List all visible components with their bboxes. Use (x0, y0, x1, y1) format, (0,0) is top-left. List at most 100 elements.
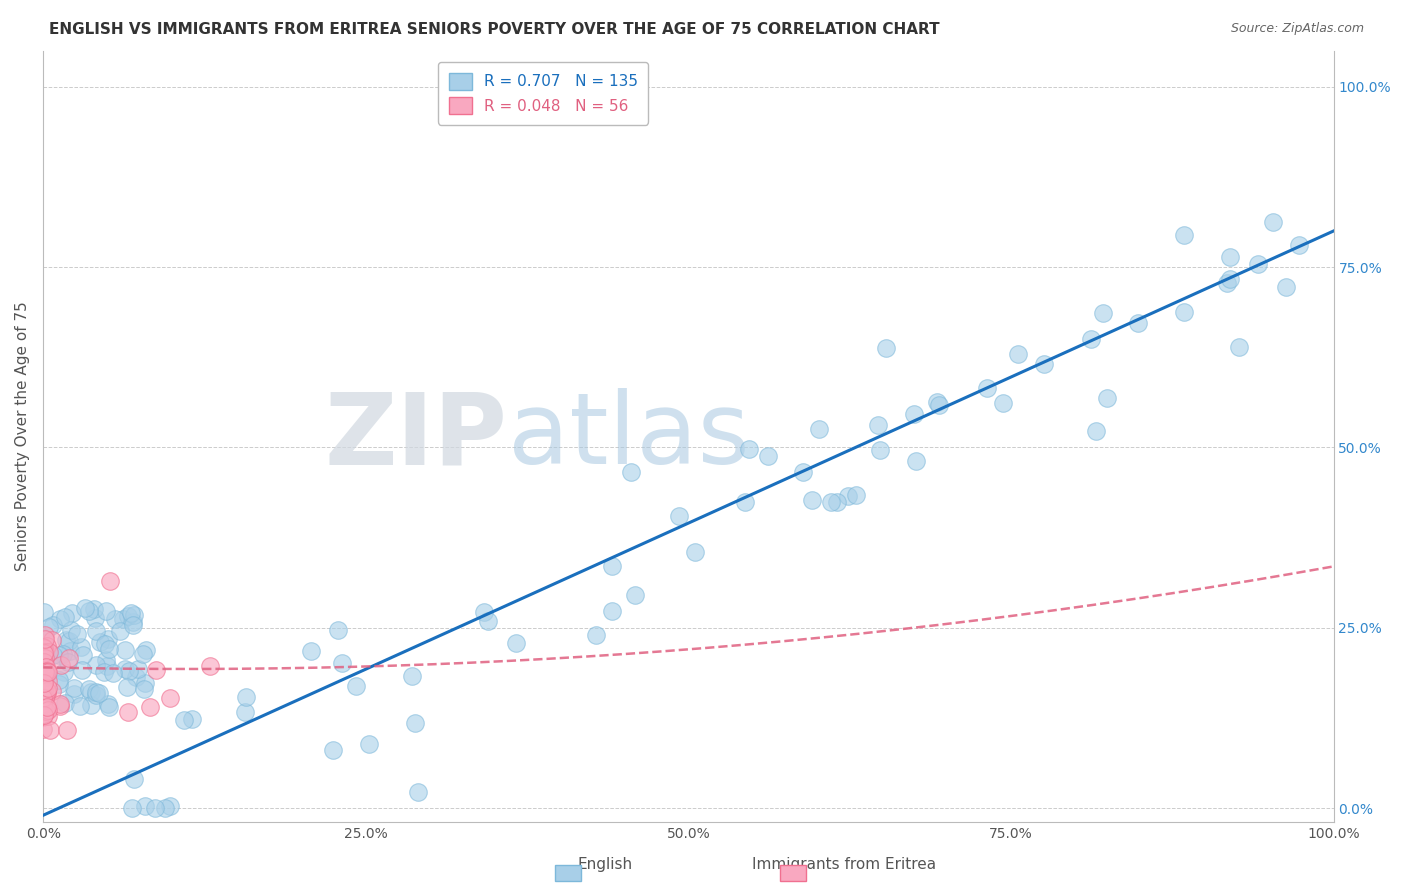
Point (94, 604, 117, 618)
Point (1275, 279, 1298, 293)
Point (94, 637, 117, 651)
Point (35, 685, 58, 699)
Point (406, 784, 429, 798)
Point (159, 691, 181, 706)
Point (56, 655, 79, 669)
Point (1247, 257, 1270, 271)
Point (37, 673, 59, 688)
Point (32, 693, 55, 707)
Point (903, 407, 925, 421)
Point (34, 628, 56, 642)
Point (80, 685, 103, 699)
Point (1219, 272, 1241, 286)
Point (808, 422, 831, 436)
Point (84, 611, 107, 625)
Point (37, 645, 59, 659)
Point (35, 667, 58, 681)
Point (38, 620, 60, 634)
Point (135, 642, 157, 657)
Point (585, 627, 607, 641)
Point (322, 743, 344, 757)
Point (32, 708, 55, 723)
Point (1173, 228, 1195, 243)
Point (1033, 357, 1056, 371)
Point (84, 688, 107, 702)
Point (235, 690, 257, 705)
Legend: R = 0.707   N = 135, R = 0.048   N = 56: R = 0.707 N = 135, R = 0.048 N = 56 (437, 62, 648, 125)
Point (837, 490, 859, 504)
Point (35, 699, 58, 714)
Point (114, 642, 136, 657)
Point (34, 651, 56, 665)
Point (37, 639, 59, 653)
Point (35, 660, 58, 674)
Point (134, 798, 156, 813)
Point (72, 664, 94, 678)
Point (58, 651, 80, 665)
Point (32, 682, 55, 697)
Point (89, 635, 111, 649)
Point (134, 681, 156, 696)
Point (122, 772, 145, 786)
Point (32, 690, 55, 705)
Point (34, 632, 56, 646)
Point (49, 699, 72, 714)
Point (52, 665, 75, 680)
Point (32, 641, 55, 656)
Point (48, 648, 70, 662)
Text: Source: ZipAtlas.com: Source: ZipAtlas.com (1230, 22, 1364, 36)
Point (623, 588, 645, 602)
Point (41, 618, 63, 632)
Point (35, 684, 58, 698)
Point (1091, 306, 1114, 320)
Text: atlas: atlas (508, 388, 749, 485)
Point (87, 686, 110, 700)
Point (35, 704, 58, 718)
Point (32, 676, 55, 690)
Point (121, 801, 143, 815)
Point (235, 705, 257, 719)
Point (1126, 317, 1149, 331)
Point (34, 691, 56, 706)
Point (34, 670, 56, 684)
Point (32, 710, 55, 724)
Point (122, 608, 145, 623)
Point (37, 703, 59, 717)
Point (86, 624, 108, 639)
Point (80, 698, 103, 712)
Point (35, 686, 58, 700)
Point (600, 604, 623, 618)
Point (69, 698, 91, 713)
Text: ENGLISH VS IMMIGRANTS FROM ERITREA SENIORS POVERTY OVER THE AGE OF 75 CORRELATIO: ENGLISH VS IMMIGRANTS FROM ERITREA SENIO… (49, 22, 939, 37)
Point (101, 665, 124, 680)
Point (98, 642, 121, 657)
Point (869, 442, 891, 457)
Point (60, 607, 83, 621)
Point (472, 605, 495, 619)
Point (505, 636, 527, 650)
Point (104, 612, 127, 626)
Point (32, 659, 55, 673)
Point (77, 681, 100, 696)
Point (63, 687, 86, 701)
Point (84, 685, 107, 699)
Point (55, 696, 77, 710)
Point (48, 611, 70, 625)
Point (96, 658, 118, 673)
Point (118, 664, 141, 678)
Y-axis label: Seniors Poverty Over the Age of 75: Seniors Poverty Over the Age of 75 (15, 301, 30, 572)
Point (52, 647, 75, 661)
Point (1219, 250, 1241, 264)
Point (120, 606, 142, 620)
Point (620, 465, 643, 479)
Point (38, 645, 60, 659)
Point (37, 664, 59, 678)
Point (73, 601, 96, 615)
Point (117, 705, 139, 719)
Point (32, 631, 55, 645)
Point (122, 615, 145, 629)
Point (1080, 332, 1102, 346)
Point (97, 697, 120, 711)
Point (401, 669, 423, 683)
Point (93, 665, 115, 679)
